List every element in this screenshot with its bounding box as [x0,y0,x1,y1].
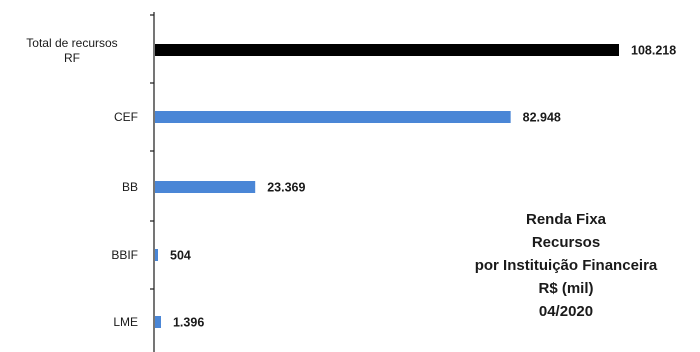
data-label: 82.948 [523,111,561,125]
data-label: 23.369 [267,181,305,195]
data-label: 1.396 [173,316,204,330]
title-line: Renda Fixa [526,211,607,228]
category-label: BBIF [111,248,138,262]
title-line: 04/2020 [539,303,593,320]
y-axis-ticks [150,14,154,290]
chart-title: Renda Fixa Recursos por Instituição Financ… [475,211,658,320]
data-label: 504 [170,249,191,263]
data-label: 108.218 [631,44,676,58]
bar [155,316,161,328]
title-line: Recursos [532,234,600,251]
bars-group [155,44,619,328]
bar [155,44,619,56]
category-label: CEF [114,110,138,124]
bar [155,111,511,123]
value-labels: 108.218 82.948 23.369 504 1.396 [170,44,676,330]
category-label: LME [113,315,138,329]
category-label: BB [122,180,138,194]
title-line: por Instituição Financeira [475,257,658,274]
bar [155,181,256,193]
title-line: R$ (mil) [538,280,593,297]
bar [155,249,158,261]
category-labels: Total de recursos RF CEF BB BBIF LME [26,36,138,329]
category-label: Total de recursos RF [26,36,117,65]
